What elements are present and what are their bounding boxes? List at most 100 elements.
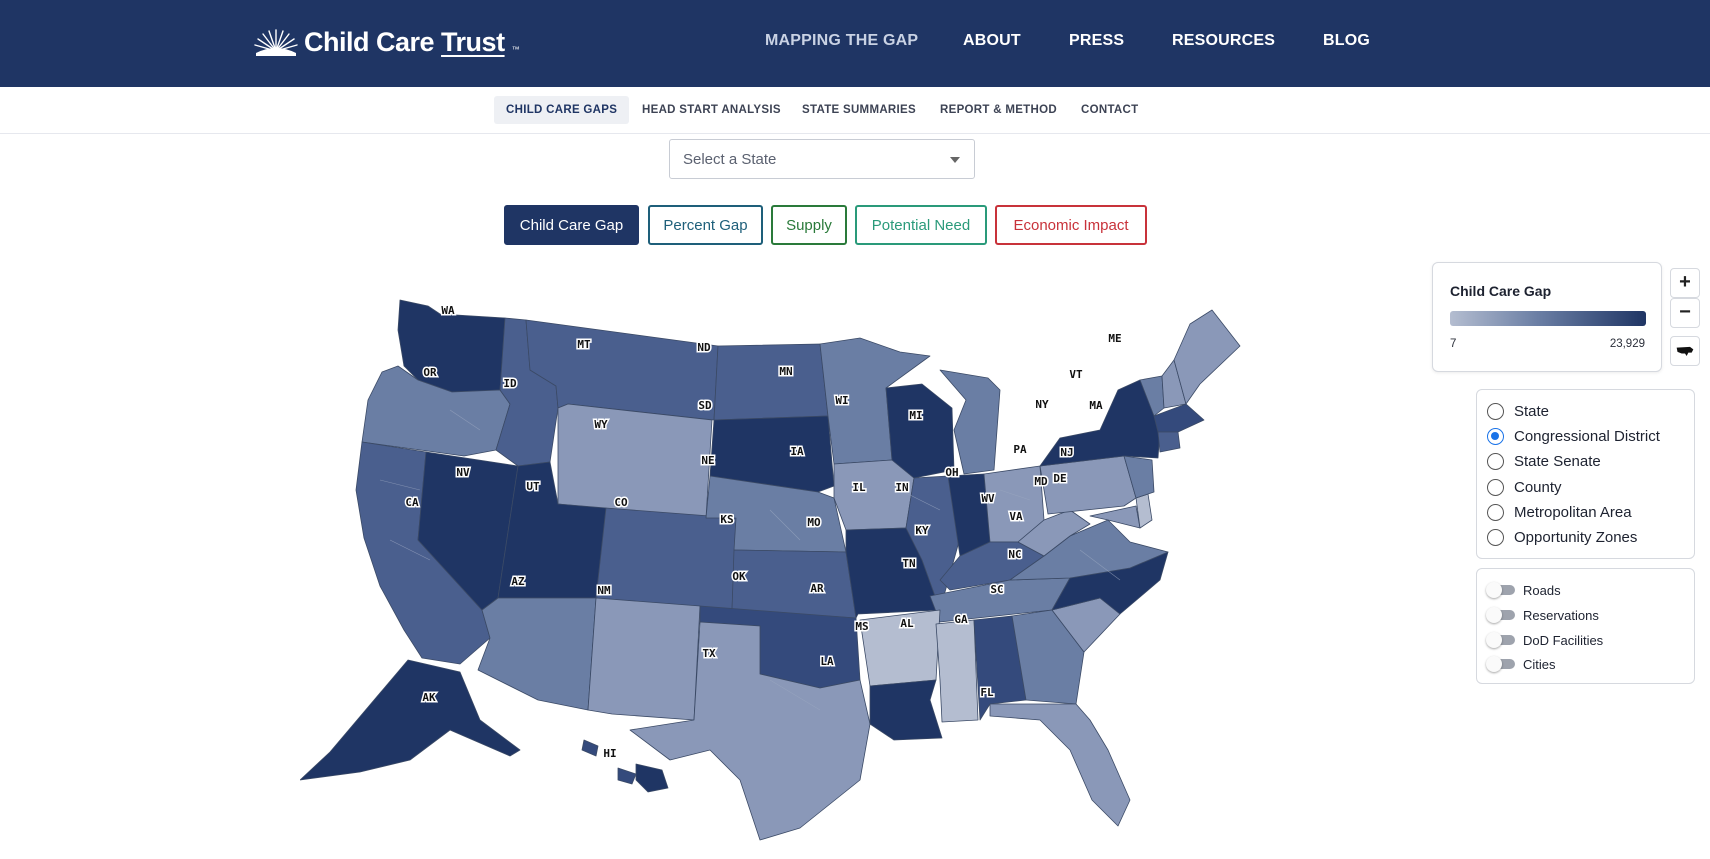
state-ms[interactable] [935, 619, 979, 723]
state-fl[interactable] [989, 703, 1131, 827]
zoom-out-button[interactable]: − [1670, 298, 1700, 328]
state-label-tn: TN [902, 557, 915, 570]
legend-color-ramp [1450, 311, 1646, 326]
sunrise-logo-icon [254, 29, 298, 56]
radio-button[interactable] [1487, 478, 1504, 496]
radio-button-selected[interactable] [1487, 427, 1504, 445]
nav-resources[interactable]: RESOURCES [1172, 32, 1276, 49]
state-label-al: AL [900, 617, 914, 630]
state-label-il: IL [852, 481, 866, 494]
state-nm[interactable] [587, 597, 701, 721]
brand-name: Child Care Trust [304, 26, 505, 57]
radio-button[interactable] [1487, 402, 1504, 420]
toggle-reservations[interactable]: Reservations [1486, 606, 1599, 624]
state-select[interactable]: Select a State [669, 139, 975, 179]
state-hi-big-island[interactable] [635, 763, 669, 793]
state-ks[interactable] [731, 549, 857, 619]
top-header: Child Care Trust ™ MAPPING THE GAP ABOUT… [0, 0, 1710, 87]
state-label-ia: IA [790, 445, 804, 458]
geo-option-label: County [1514, 478, 1562, 496]
toggle-switch[interactable] [1486, 582, 1515, 598]
nav-about[interactable]: ABOUT [963, 32, 1021, 49]
state-nj[interactable] [1123, 455, 1155, 499]
site-logo[interactable]: Child Care Trust ™ [254, 24, 520, 60]
state-label-nm: NM [597, 584, 611, 597]
state-ma[interactable] [1153, 403, 1205, 433]
nav-mapping-the-gap[interactable]: MAPPING THE GAP [765, 32, 919, 49]
state-label-nj: NJ [1060, 446, 1073, 459]
legend-title: Child Care Gap [1450, 283, 1552, 299]
state-label-ga: GA [954, 613, 968, 626]
choropleth-map[interactable]: WA OR ID MT ND MN WI MI NY VT ME MA SD WY NE IA IL IN OH PA… [300, 280, 1270, 850]
nav-press[interactable]: PRESS [1069, 32, 1125, 49]
state-wy[interactable] [557, 403, 713, 519]
toggle-roads[interactable]: Roads [1486, 581, 1561, 599]
state-pa[interactable] [1039, 455, 1137, 515]
brand-name-underlined: Trust [441, 26, 505, 57]
tab-head-start-analysis[interactable]: HEAD START ANALYSIS [642, 104, 781, 116]
state-label-ma: MA [1089, 399, 1103, 412]
nav-blog[interactable]: BLOG [1323, 32, 1371, 49]
radio-button[interactable] [1487, 503, 1504, 521]
state-al[interactable] [973, 615, 1027, 721]
state-wi[interactable] [885, 383, 955, 479]
geo-option-congressional-district[interactable]: Congressional District [1487, 425, 1660, 447]
state-mi[interactable] [939, 369, 1001, 475]
state-ny[interactable] [1039, 379, 1161, 467]
geo-option-opportunity-zones[interactable]: Opportunity Zones [1487, 526, 1637, 548]
state-label-mi: MI [909, 409, 922, 422]
metric-potential-need-button[interactable]: Potential Need [855, 205, 987, 245]
geo-option-state-senate[interactable]: State Senate [1487, 450, 1601, 472]
state-co[interactable] [595, 507, 737, 611]
toggle-label: Reservations [1523, 607, 1599, 623]
tab-child-care-gaps[interactable]: CHILD CARE GAPS [494, 96, 630, 124]
state-sd[interactable] [709, 415, 835, 493]
metric-economic-impact-button[interactable]: Economic Impact [995, 205, 1147, 245]
state-label-nv: NV [456, 466, 470, 479]
tab-state-summaries[interactable]: STATE SUMMARIES [802, 104, 916, 116]
state-label-wi: WI [835, 394, 848, 407]
state-label-de: DE [1053, 472, 1066, 485]
state-me[interactable] [1173, 309, 1241, 405]
reset-view-button[interactable] [1670, 336, 1700, 366]
geo-option-metropolitan-area[interactable]: Metropolitan Area [1487, 501, 1632, 523]
tab-report-method[interactable]: REPORT & METHOD [940, 104, 1057, 116]
tab-contact[interactable]: CONTACT [1081, 104, 1139, 116]
state-ga[interactable] [1011, 609, 1085, 705]
state-label-md: MD [1034, 475, 1048, 488]
toggle-cities[interactable]: Cities [1486, 655, 1556, 673]
state-label-sd: SD [698, 399, 712, 412]
state-label-ca: CA [405, 496, 419, 509]
toggle-label: DoD Facilities [1523, 632, 1604, 648]
radio-button[interactable] [1487, 528, 1504, 546]
geo-option-county[interactable]: County [1487, 476, 1562, 498]
map-legend: Child Care Gap 7 23,929 [1432, 262, 1662, 372]
state-ct[interactable] [1157, 431, 1181, 453]
state-la[interactable] [869, 679, 943, 741]
main-nav: MAPPING THE GAP ABOUT PRESS RESOURCES BL… [0, 32, 1710, 54]
zoom-in-button[interactable]: + [1670, 268, 1700, 298]
state-tx[interactable] [629, 621, 871, 841]
state-label-az: AZ [511, 575, 525, 588]
state-ak[interactable] [300, 659, 521, 781]
geo-option-state[interactable]: State [1487, 400, 1549, 422]
state-ia[interactable] [833, 459, 915, 531]
metric-child-care-gap-button[interactable]: Child Care Gap [504, 205, 639, 245]
state-label-mt: MT [577, 338, 591, 351]
state-label-ak: AK [422, 691, 436, 704]
state-label-id: ID [503, 377, 517, 390]
trademark-mark: ™ [511, 45, 520, 54]
toggle-switch[interactable] [1486, 656, 1515, 672]
state-hi[interactable] [581, 739, 637, 785]
metric-supply-button[interactable]: Supply [771, 205, 847, 245]
radio-button[interactable] [1487, 452, 1504, 470]
state-nd[interactable] [713, 343, 829, 421]
state-label-hi: HI [603, 747, 616, 760]
toggle-dod-facilities[interactable]: DoD Facilities [1486, 631, 1604, 649]
usa-map-icon [1676, 346, 1694, 356]
toggle-switch[interactable] [1486, 632, 1515, 648]
toggle-switch[interactable] [1486, 607, 1515, 623]
metric-percent-gap-button[interactable]: Percent Gap [648, 205, 763, 245]
state-az[interactable] [477, 597, 597, 711]
state-label-ny: NY [1035, 398, 1049, 411]
